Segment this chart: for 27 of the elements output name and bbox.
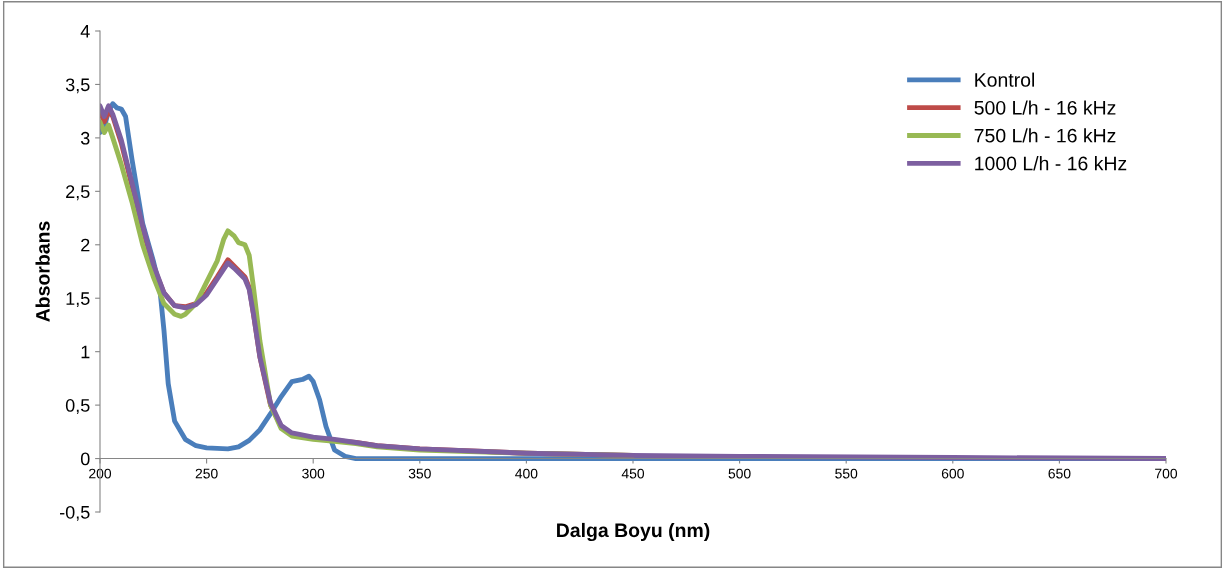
- y-tick-label: -0,5: [59, 505, 90, 521]
- y-tick-label: 3,5: [65, 78, 90, 94]
- y-tick-label: 0,5: [65, 399, 90, 414]
- y-tick-label: 0: [80, 452, 90, 466]
- y-tick-label: 1,5: [66, 292, 90, 308]
- y-tick-label: 1: [81, 345, 90, 359]
- x-tick-label: 450: [621, 468, 645, 479]
- y-tick-label: 2: [81, 238, 90, 252]
- y-tick-label: 4: [80, 25, 90, 38]
- legend-label: 500 L/h - 16 kHz: [974, 100, 1116, 115]
- x-axis-title: Dalga Boyu (nm): [557, 522, 710, 542]
- x-tick-label: 300: [302, 468, 325, 479]
- y-tick-label: 2,5: [66, 185, 90, 201]
- x-tick-label: 500: [728, 468, 751, 479]
- y-tick-label: 3: [80, 131, 90, 145]
- x-tick-label: 350: [408, 468, 431, 479]
- x-tick-label: 650: [1048, 468, 1071, 479]
- x-tick-label: 400: [515, 468, 538, 479]
- x-tick-label: 250: [195, 468, 218, 479]
- x-tick-label: 200: [89, 468, 112, 479]
- legend-label: 1000 L/h - 16 kHz: [975, 156, 1127, 171]
- y-axis-title: Absorbans: [35, 221, 50, 322]
- legend-label: 750 L/h - 16 kHz: [974, 128, 1116, 143]
- x-tick-label: 600: [941, 468, 964, 479]
- legend-label: Kontrol: [975, 72, 1035, 87]
- x-tick-label: 700: [1155, 468, 1178, 479]
- x-tick-label: 550: [835, 468, 858, 479]
